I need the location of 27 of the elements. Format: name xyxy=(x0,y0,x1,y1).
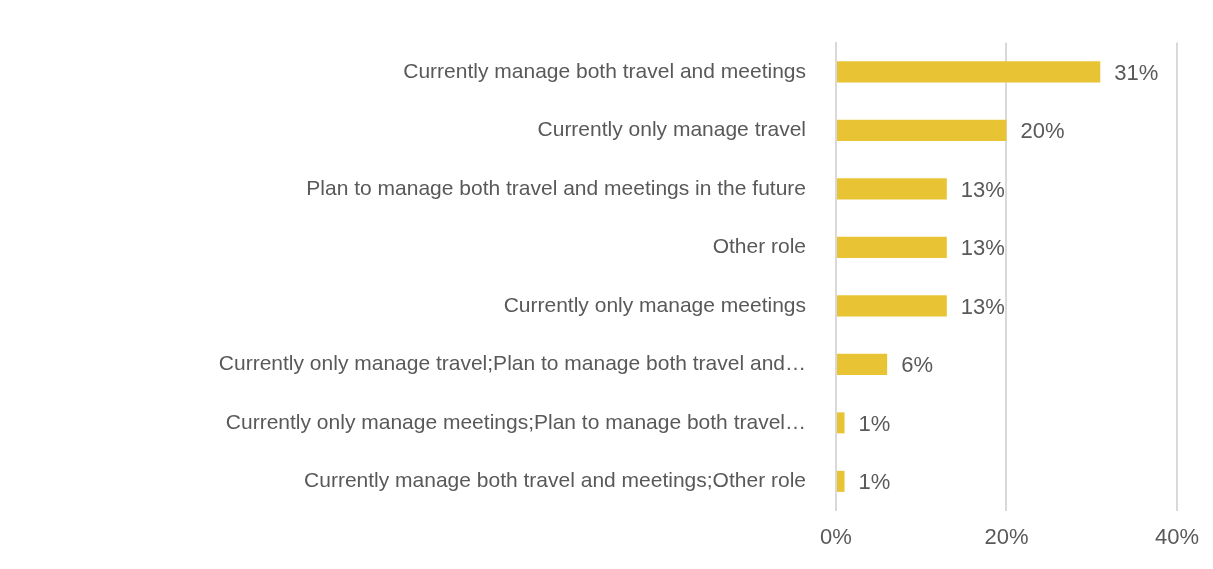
y-tick-label: Currently only manage meetings xyxy=(503,292,806,316)
x-tick-label: 20% xyxy=(984,523,1029,549)
data-label: 1% xyxy=(858,410,891,436)
y-tick-label: Currently manage both travel and meetings;Other role xyxy=(304,468,806,492)
data-label: 13% xyxy=(960,293,1005,319)
x-tick-label: 0% xyxy=(820,523,852,549)
y-tick-label: Currently only manage meetings;Plan to manage both travel… xyxy=(225,409,806,433)
data-label: 20% xyxy=(1020,118,1065,144)
bar xyxy=(837,61,1101,83)
y-tick-label: Plan to manage both travel and meetings in the future xyxy=(306,175,806,199)
bar xyxy=(837,353,888,375)
y-tick-label: Currently only manage travel;Plan to manage both travel and… xyxy=(218,351,806,375)
bar xyxy=(837,119,1007,141)
data-label: 1% xyxy=(858,469,891,495)
bar xyxy=(837,178,947,200)
bar xyxy=(837,236,947,258)
y-tick-label: Currently manage both travel and meetings xyxy=(403,58,806,82)
bar xyxy=(837,295,947,317)
data-label: 6% xyxy=(901,352,933,378)
y-tick-label: Currently only manage travel xyxy=(537,117,806,141)
bar xyxy=(837,470,845,492)
x-tick-label: 40% xyxy=(1154,523,1200,549)
bar xyxy=(837,412,845,434)
data-label: 13% xyxy=(960,176,1005,202)
data-label: 13% xyxy=(960,235,1005,261)
data-label: 31% xyxy=(1114,59,1159,85)
y-tick-label: Other role xyxy=(712,234,806,258)
